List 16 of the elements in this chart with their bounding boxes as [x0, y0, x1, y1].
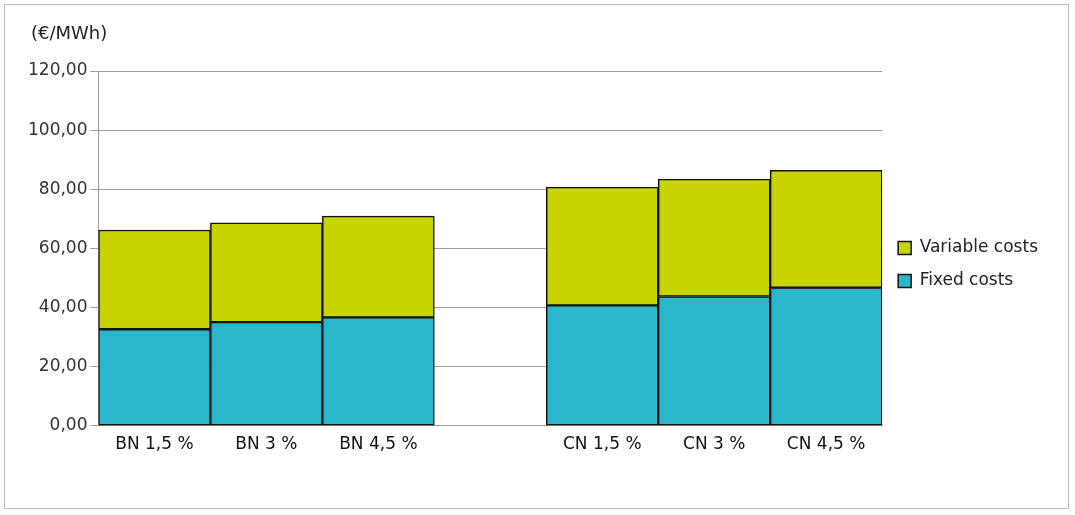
legend-label: Fixed costs [919, 269, 1014, 290]
x-tick-label: BN 1,5 % [115, 433, 194, 454]
y-tick-label: 100,00 [28, 118, 88, 139]
x-tick-label: CN 3 % [683, 433, 746, 454]
y-tick-label: 80,00 [38, 177, 88, 198]
x-tick-label: CN 4,5 % [786, 433, 866, 454]
y-tick-label: 0,00 [49, 414, 88, 435]
y-tick-label: 120,00 [28, 59, 88, 80]
y-tick-label: 20,00 [38, 354, 88, 375]
legend-label: Variable costs [919, 236, 1039, 257]
y-tick-label: 60,00 [38, 236, 88, 257]
x-tick-label: CN 1,5 % [562, 433, 642, 454]
y-tick-label: 40,00 [38, 295, 88, 316]
x-tick-label: BN 4,5 % [339, 433, 418, 454]
x-tick-label: BN 3 % [235, 433, 298, 454]
y-axis-title: (€/MWh) [31, 21, 108, 43]
